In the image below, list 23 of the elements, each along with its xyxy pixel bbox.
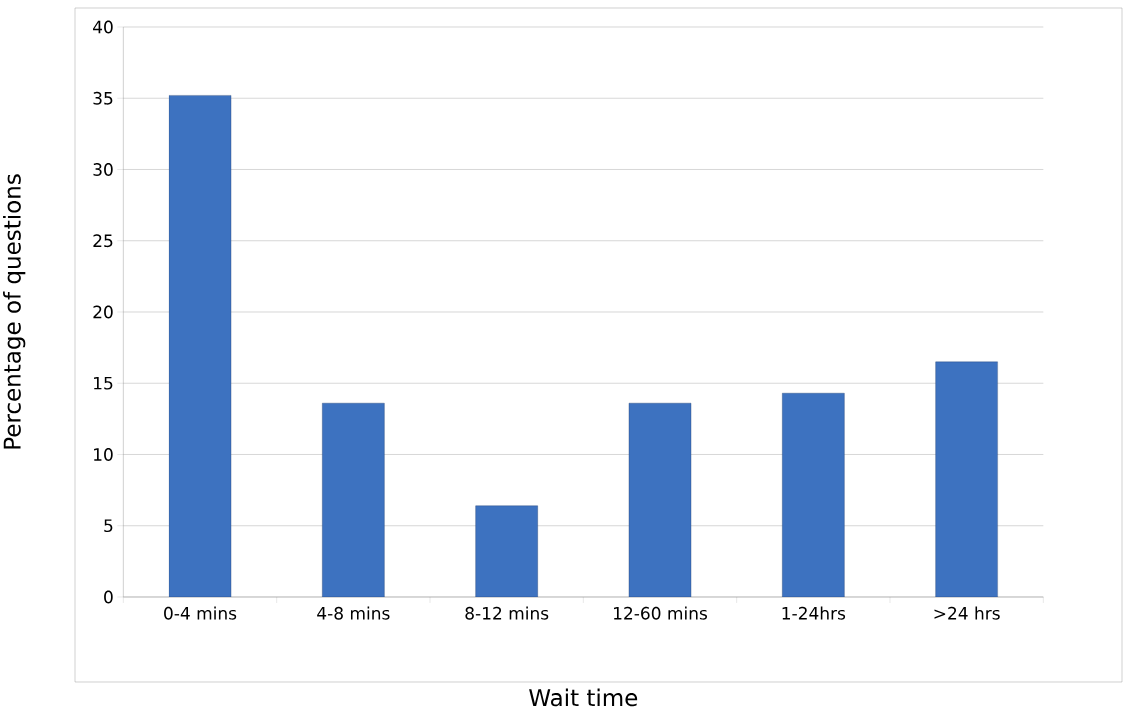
y-tick-label: 15: [94, 376, 113, 390]
y-tick-label: 10: [94, 448, 113, 461]
x-tick-label: 0-4 mins: [164, 606, 237, 620]
y-axis-title: Percentage of questions: [3, 174, 26, 449]
bar: [782, 393, 845, 597]
x-tick-label: >24 hrs: [934, 606, 1000, 620]
x-tick-label: 12-60 mins: [614, 606, 708, 620]
x-tick-label: 4-8 mins: [317, 606, 390, 620]
x-tick-label: 1-24hrs: [782, 606, 846, 620]
y-tick-label: 20: [93, 305, 113, 319]
bar: [322, 402, 385, 597]
bar: [628, 402, 692, 597]
y-tick-label: 35: [93, 91, 113, 105]
y-tick-label: 0: [104, 590, 113, 604]
y-tick-label: 5: [104, 519, 113, 533]
bar: [168, 95, 232, 597]
x-axis-title: Wait time: [529, 688, 638, 707]
bar: [475, 505, 538, 597]
y-tick-label: 25: [93, 234, 113, 248]
y-tick-label: 30: [93, 163, 113, 176]
x-tick-label: 8-12 mins: [465, 606, 549, 620]
y-tick-label: 40: [93, 20, 113, 34]
bar: [935, 361, 998, 597]
